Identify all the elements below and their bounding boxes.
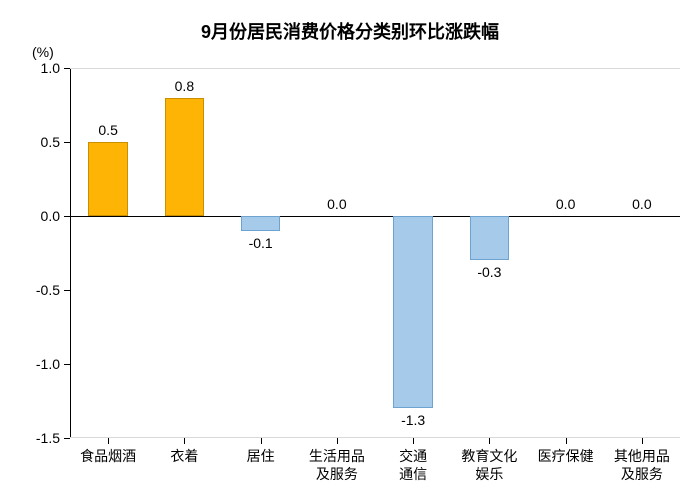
bar (470, 216, 510, 260)
plot-area: -1.5-1.0-0.50.00.51.00.5食品烟酒0.8衣着-0.1居住0… (70, 68, 680, 438)
grid-line-bottom (70, 437, 680, 438)
x-category-label: 食品烟酒 (70, 448, 146, 466)
x-tick (413, 438, 414, 444)
bar-value-label: -1.3 (401, 412, 425, 428)
x-category-label: 其他用品及服务 (604, 448, 680, 483)
y-tick (64, 142, 70, 143)
bar (165, 98, 205, 216)
y-tick-label: -1.0 (36, 356, 60, 372)
x-tick (184, 438, 185, 444)
grid-line-top (70, 68, 680, 69)
y-tick (64, 68, 70, 69)
bar-value-label: -0.3 (477, 264, 501, 280)
x-tick (337, 438, 338, 444)
chart-container: 9月份居民消费价格分类别环比涨跌幅 (%) -1.5 -1.0 -0.5 0.0 0.5… (0, 0, 700, 500)
y-tick-label: -1.5 (36, 430, 60, 446)
x-category-label: 交通通信 (375, 448, 451, 483)
axis-zero-line (70, 216, 680, 217)
bar-value-label: 0.0 (327, 196, 346, 212)
y-tick (64, 216, 70, 217)
bar-value-label: -0.1 (249, 235, 273, 251)
x-category-label: 医疗保健 (528, 448, 604, 466)
bar-value-label: 0.0 (556, 196, 575, 212)
y-tick (64, 438, 70, 439)
x-category-label: 生活用品及服务 (299, 448, 375, 483)
x-category-label: 衣着 (146, 448, 222, 466)
x-tick (489, 438, 490, 444)
bar-value-label: 0.0 (632, 196, 651, 212)
y-axis-unit: (%) (32, 44, 54, 60)
y-axis-line (70, 68, 71, 438)
bar (88, 142, 128, 216)
x-tick (108, 438, 109, 444)
bar-value-label: 0.8 (175, 78, 194, 94)
x-tick (566, 438, 567, 444)
y-tick (64, 364, 70, 365)
bar (393, 216, 433, 408)
x-category-label: 居住 (223, 448, 299, 466)
x-tick (642, 438, 643, 444)
x-tick (261, 438, 262, 444)
bar (241, 216, 281, 231)
y-tick-label: -0.5 (36, 282, 60, 298)
bar-value-label: 0.5 (98, 122, 117, 138)
x-category-label: 教育文化娱乐 (451, 448, 527, 483)
y-tick-label: 1.0 (41, 60, 60, 76)
y-tick-label: 0.5 (41, 134, 60, 150)
y-tick (64, 290, 70, 291)
y-tick-label: 0.0 (41, 208, 60, 224)
chart-title: 9月份居民消费价格分类别环比涨跌幅 (0, 18, 700, 44)
